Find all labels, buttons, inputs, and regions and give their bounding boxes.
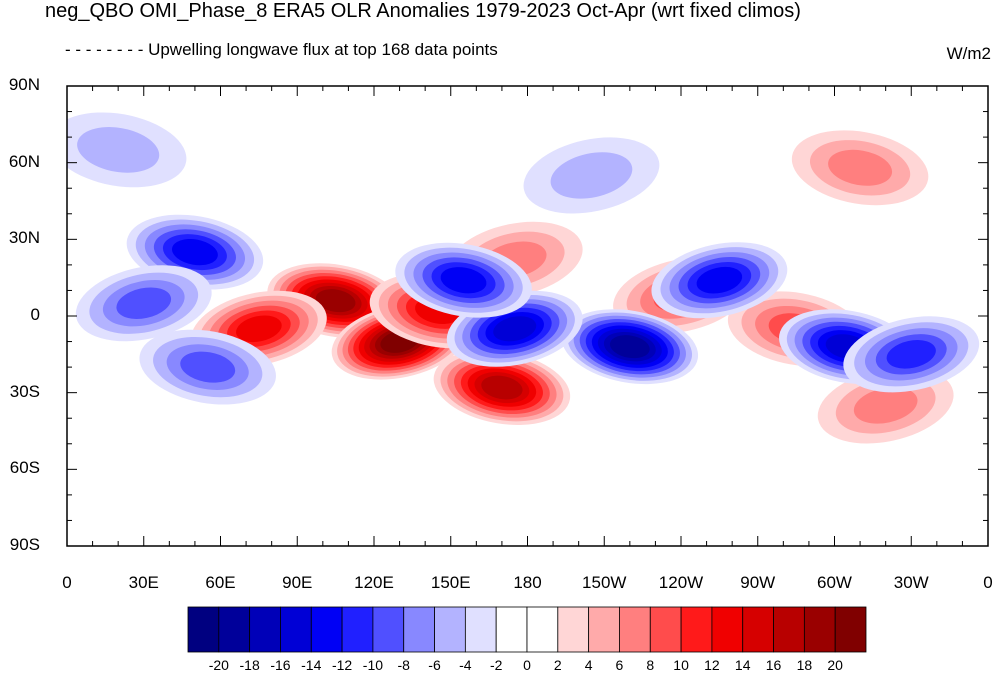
- colorbar-label: 8: [646, 657, 655, 673]
- colorbar-box: [218, 606, 251, 653]
- colorbar-label: -8: [397, 657, 410, 673]
- colorbar-box: [249, 606, 281, 653]
- colorbar-label: -20: [208, 657, 229, 673]
- colorbar-label: 4: [584, 657, 593, 673]
- anomaly-cell-19: [523, 137, 660, 214]
- colorbar-box: [649, 606, 682, 653]
- anomaly-cell-15: [843, 316, 980, 393]
- lat-label: 0: [30, 305, 40, 324]
- colorbar-box: [495, 606, 528, 653]
- anomaly-cell-10: [561, 309, 699, 385]
- colorbar-box: [187, 606, 220, 653]
- colorbar-label: 16: [765, 657, 782, 673]
- chart-title: neg_QBO OMI_Phase_8 ERA5 OLR Anomalies 1…: [45, 0, 801, 22]
- lat-label: 60S: [9, 458, 40, 478]
- colorbar-label: -10: [362, 657, 384, 673]
- anomaly-cell-8: [791, 130, 929, 206]
- colorbar-label: -12: [331, 657, 353, 673]
- colorbar-label: -4: [459, 657, 472, 673]
- colorbar-label: 6: [615, 657, 624, 673]
- lat-label: 90S: [9, 535, 40, 554]
- units-label: W/m2: [946, 44, 991, 63]
- colorbar-box: [341, 606, 374, 653]
- anomaly-cell-2: [433, 350, 571, 425]
- lon-label: 180: [513, 573, 542, 592]
- lon-label: 90E: [282, 573, 313, 592]
- lon-label: 60W: [817, 573, 852, 592]
- colorbar-box: [403, 606, 435, 653]
- lon-label: 0: [983, 573, 993, 592]
- colorbar-label: 12: [704, 657, 720, 673]
- lon-label: 150E: [430, 573, 471, 592]
- colorbar-box: [711, 606, 744, 653]
- lat-label: 30S: [9, 381, 40, 401]
- lon-label: 0: [62, 573, 72, 592]
- colorbar-label: -6: [428, 657, 441, 673]
- colorbar-label: 20: [827, 657, 843, 673]
- colorbar-label: 10: [673, 657, 689, 673]
- anomaly-cell-13: [651, 242, 788, 319]
- colorbar-box: [680, 606, 713, 653]
- colorbar-box: [588, 606, 620, 653]
- anomaly-cell-20: [67, 112, 187, 188]
- colorbar-label: 14: [734, 657, 751, 673]
- anomaly-cell-18: [139, 329, 276, 405]
- anomaly-cell-12: [395, 242, 532, 318]
- colorbar-box: [372, 606, 405, 653]
- chart-subtitle: - - - - - - - - Upwelling longwave flux …: [65, 40, 498, 59]
- colorbar-label: -16: [270, 657, 291, 673]
- colorbar-label: -2: [489, 657, 503, 673]
- lat-label: 90N: [8, 75, 40, 94]
- colorbar-box: [434, 606, 466, 653]
- lon-label: 60E: [205, 573, 236, 592]
- lon-label: 120W: [658, 573, 704, 592]
- colorbar-box: [557, 606, 590, 653]
- colorbar-box: [280, 606, 312, 653]
- colorbar-box: [803, 606, 836, 653]
- lon-label: 120E: [354, 573, 394, 592]
- colorbar-box: [464, 606, 497, 653]
- lon-label: 150W: [582, 573, 627, 592]
- colorbar-box: [310, 606, 343, 653]
- lon-label: 30W: [893, 573, 929, 592]
- lon-label: 90W: [740, 573, 776, 592]
- colorbar-box: [619, 606, 651, 653]
- lat-label: 30N: [8, 228, 40, 248]
- colorbar-box: [834, 606, 867, 653]
- colorbar-label: 18: [796, 657, 813, 673]
- colorbar-label: 2: [553, 657, 562, 673]
- anomaly-cell-17: [75, 265, 212, 342]
- colorbar-box: [773, 606, 805, 653]
- lon-label: 30E: [128, 573, 159, 592]
- colorbar-label: -14: [301, 657, 322, 673]
- colorbar-box: [526, 606, 559, 653]
- colorbar-box: [742, 606, 774, 653]
- colorbar-label: 0: [523, 657, 531, 673]
- lat-label: 60N: [8, 151, 40, 171]
- colorbar-label: -18: [239, 657, 260, 673]
